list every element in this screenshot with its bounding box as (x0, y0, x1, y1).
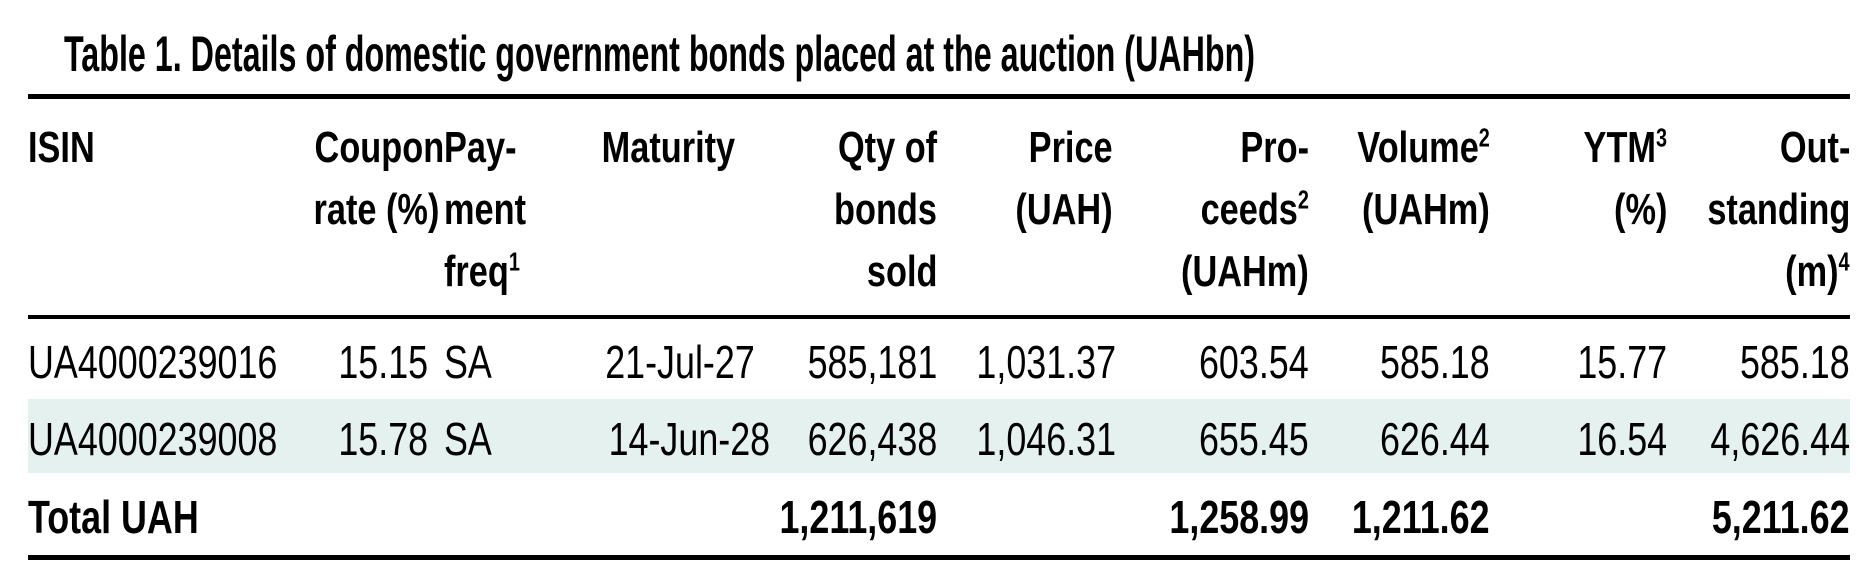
header-line: Coupon (314, 123, 445, 172)
total-qty-value: 1,211,619 (779, 490, 938, 543)
cell-qty-sold: 626,438 (735, 399, 937, 473)
coupon-value: 15.78 (338, 413, 428, 465)
header-line: Price (1029, 123, 1113, 172)
maturity-value: 14-Jun-28 (608, 413, 771, 465)
cell-volume: 585.18 (1309, 317, 1490, 399)
cell-total-ytm (1490, 473, 1667, 557)
header-line: rate (%) (313, 185, 440, 234)
cell-total-qty: 1,211,619 (735, 473, 937, 557)
footnote-ref: 2 (1297, 186, 1309, 215)
coupon-value: 15.15 (338, 336, 428, 388)
header-line: Qty of (837, 123, 937, 172)
col-header-volume: Volume2 (UAHm) (1309, 97, 1490, 318)
total-row: Total UAH 1,211,619 1,258.99 1,211.62 5,… (28, 473, 1850, 557)
header-line: freq (444, 247, 509, 296)
header-line: (UAH) (1015, 185, 1113, 234)
cell-volume: 626.44 (1309, 399, 1490, 473)
cell-price: 1,046.31 (937, 399, 1117, 473)
header-line: Volume (1357, 123, 1479, 172)
header-line: (UAHm) (1362, 185, 1490, 234)
header-line: bonds (834, 185, 937, 234)
header-line: ment (444, 185, 526, 234)
payment-freq-value: SA (444, 336, 492, 388)
cell-isin: UA4000239016 (28, 317, 278, 399)
header-line: (UAHm) (1181, 247, 1309, 296)
cell-proceeds: 603.54 (1113, 317, 1309, 399)
cell-total-payment (428, 473, 563, 557)
proceeds-value: 655.45 (1199, 413, 1309, 465)
header-line: ISIN (28, 123, 95, 172)
col-header-price: Price (UAH) (937, 97, 1113, 318)
cell-total-label: Total UAH (28, 473, 278, 557)
cell-total-volume: 1,211.62 (1309, 473, 1490, 557)
outstanding-value: 585.18 (1740, 336, 1850, 388)
payment-freq-value: SA (444, 413, 492, 465)
header-line: sold (866, 247, 937, 296)
header-line: (%) (1613, 185, 1667, 234)
footnote-ref: 4 (1838, 248, 1850, 277)
volume-value: 626.44 (1380, 413, 1490, 465)
col-header-isin: ISIN (28, 97, 278, 318)
table-title-text: Table 1. Details of domestic government … (64, 26, 1256, 82)
ytm-value: 16.54 (1577, 413, 1667, 465)
isin-value: UA4000239008 (28, 413, 278, 465)
isin-value: UA4000239016 (28, 336, 278, 388)
cell-maturity: 21-Jul-27 (563, 317, 755, 399)
col-header-ytm: YTM3 (%) (1490, 97, 1667, 318)
total-volume-value: 1,211.62 (1352, 490, 1490, 543)
cell-outstanding: 585.18 (1667, 317, 1850, 399)
maturity-value: 21-Jul-27 (605, 336, 755, 388)
cell-ytm: 15.77 (1490, 317, 1667, 399)
col-header-payment-freq: Pay- ment freq1 (428, 97, 563, 318)
col-header-maturity: Maturity (563, 97, 735, 318)
total-label: Total UAH (28, 490, 199, 543)
cell-total-price (937, 473, 1113, 557)
col-header-coupon-rate: Coupon rate (%) (278, 97, 445, 318)
bonds-auction-table: ISIN Coupon rate (%) Pay- ment freq1 Mat… (28, 94, 1850, 560)
header-line: Out- (1779, 123, 1850, 172)
header-line: standing (1707, 185, 1851, 234)
bond-row-2-highlighted: UA4000239008 15.78 SA 14-Jun-28 626,438 … (28, 399, 1850, 473)
ytm-value: 15.77 (1577, 336, 1667, 388)
bond-row-1: UA4000239016 15.15 SA 21-Jul-27 585,181 … (28, 317, 1850, 399)
cell-qty-sold: 585,181 (735, 317, 937, 399)
header-line: ceeds (1200, 185, 1298, 234)
header-line: (m) (1785, 247, 1839, 296)
cell-payment-freq: SA (428, 317, 563, 399)
cell-ytm: 16.54 (1490, 399, 1667, 473)
cell-total-outstanding: 5,211.62 (1667, 473, 1850, 557)
total-outstanding-value: 5,211.62 (1712, 490, 1850, 543)
cell-total-proceeds: 1,258.99 (1113, 473, 1309, 557)
cell-maturity: 14-Jun-28 (563, 399, 771, 473)
cell-payment-freq: SA (428, 399, 563, 473)
col-header-qty-sold: Qty of bonds sold (735, 97, 937, 318)
outstanding-value: 4,626.44 (1710, 413, 1850, 465)
header-line: YTM (1583, 123, 1656, 172)
price-value: 1,046.31 (976, 413, 1117, 465)
col-header-proceeds: Pro- ceeds2 (UAHm) (1113, 97, 1309, 318)
header-line: Pay- (444, 123, 517, 172)
price-value: 1,031.37 (976, 336, 1117, 388)
header-row: ISIN Coupon rate (%) Pay- ment freq1 Mat… (28, 97, 1850, 318)
footnote-ref: 1 (508, 248, 520, 277)
qty-value: 626,438 (807, 413, 937, 465)
qty-value: 585,181 (807, 336, 937, 388)
header-line: Maturity (601, 123, 735, 172)
cell-total-maturity (563, 473, 735, 557)
header-line: Pro- (1240, 123, 1309, 172)
cell-price: 1,031.37 (937, 317, 1117, 399)
cell-outstanding: 4,626.44 (1667, 399, 1850, 473)
cell-total-coupon (278, 473, 428, 557)
total-proceeds-value: 1,258.99 (1169, 490, 1309, 543)
col-header-outstanding: Out- standing (m)4 (1667, 97, 1850, 318)
proceeds-value: 603.54 (1199, 336, 1309, 388)
footnote-ref: 2 (1478, 124, 1490, 153)
footnote-ref: 3 (1655, 124, 1667, 153)
volume-value: 585.18 (1380, 336, 1490, 388)
cell-coupon-rate: 15.15 (278, 317, 428, 399)
cell-proceeds: 655.45 (1113, 399, 1309, 473)
cell-coupon-rate: 15.78 (278, 399, 428, 473)
table-title: Table 1. Details of domestic government … (0, 0, 1874, 94)
cell-isin: UA4000239008 (28, 399, 278, 473)
